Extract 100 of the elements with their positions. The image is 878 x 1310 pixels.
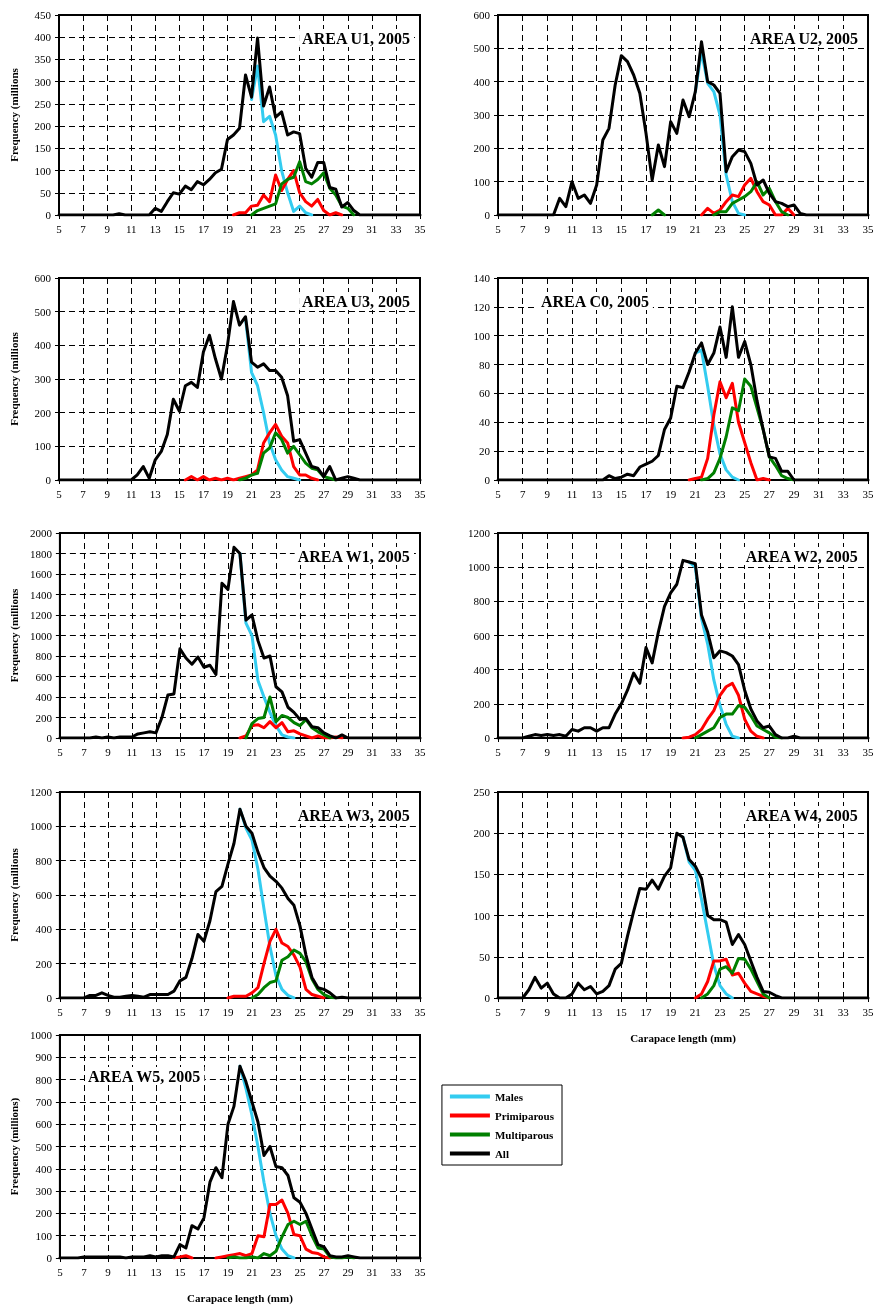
y-axis-title: Frequency (millions) — [7, 1097, 21, 1196]
x-tick-label: 11 — [126, 1005, 138, 1018]
y-tick-label: 0 — [484, 209, 491, 221]
x-axis-title: Carapace length (mm) — [187, 1291, 294, 1305]
x-tick-label: 31 — [813, 1005, 825, 1018]
y-tick-label: 0 — [484, 992, 491, 1004]
y-tick-label: 600 — [35, 670, 53, 683]
x-axis-title: Carapace length (mm) — [630, 1031, 737, 1045]
x-tick-label: 7 — [81, 745, 88, 758]
x-tick-label: 31 — [813, 487, 825, 500]
x-tick-label: 9 — [544, 745, 551, 758]
text: AREA U2, 2005 — [750, 29, 859, 47]
text: AREA U1, 2005 — [302, 29, 411, 47]
y-tick-label: 100 — [34, 164, 52, 177]
y-tick-label: 0 — [484, 732, 491, 744]
y-tick-label: 500 — [35, 1140, 53, 1153]
y-tick-label: 0 — [484, 474, 491, 486]
y-tick-label: 500 — [473, 42, 491, 55]
x-tick-label: 31 — [813, 745, 825, 758]
y-tick-label: 1000 — [29, 820, 53, 833]
x-tick-label: 25 — [294, 1005, 306, 1018]
x-tick-label: 21 — [689, 222, 701, 235]
x-tick-label: 33 — [390, 487, 402, 500]
y-tick-label: 1400 — [29, 588, 53, 601]
x-tick-label: 7 — [519, 745, 526, 758]
x-tick-label: 15 — [173, 222, 186, 235]
x-tick-label: 25 — [294, 745, 306, 758]
text: AREA W5, 2005 — [88, 1067, 201, 1085]
y-tick-label: 2000 — [29, 527, 53, 539]
x-tick-label: 11 — [566, 222, 578, 235]
x-tick-label: 17 — [197, 222, 210, 235]
x-tick-label: 9 — [544, 1005, 551, 1018]
x-tick-label: 27 — [318, 745, 330, 758]
x-tick-label: 27 — [763, 1005, 776, 1018]
y-tick-label: 1200 — [29, 609, 53, 621]
x-tick-label: 35 — [862, 222, 874, 235]
x-tick-label: 15 — [615, 222, 628, 235]
x-tick-label: 27 — [318, 1005, 330, 1018]
x-tick-label: 31 — [366, 1005, 378, 1018]
y-tick-label: 400 — [35, 923, 53, 936]
y-tick-label: 250 — [473, 786, 491, 798]
x-tick-label: 21 — [246, 1265, 258, 1278]
x-tick-label: 5 — [57, 1005, 64, 1018]
y-tick-label: 200 — [35, 957, 53, 970]
x-tick-label: 23 — [714, 745, 726, 758]
x-tick-label: 27 — [763, 745, 776, 758]
y-tick-label: 200 — [473, 697, 491, 710]
x-tick-label: 17 — [640, 222, 652, 235]
y-tick-label: 1000 — [468, 561, 491, 574]
x-tick-label: 19 — [665, 1005, 677, 1018]
y-axis-title: Frequency (millions — [7, 331, 21, 426]
x-tick-label: 29 — [342, 487, 354, 500]
x-tick-label: 13 — [150, 745, 162, 758]
y-tick-label: 0 — [46, 992, 53, 1004]
x-tick-label: 23 — [270, 745, 282, 758]
x-tick-label: 25 — [739, 487, 751, 500]
y-tick-label: 150 — [473, 868, 491, 881]
x-tick-label: 35 — [414, 487, 426, 500]
y-tick-label: 50 — [40, 186, 52, 199]
y-tick-label: 100 — [473, 175, 491, 188]
x-tick-label: 5 — [495, 222, 502, 235]
x-tick-label: 15 — [615, 745, 628, 758]
y-tick-label: 200 — [473, 827, 491, 840]
x-tick-label: 33 — [837, 222, 850, 235]
y-tick-label: 400 — [34, 339, 52, 352]
y-tick-label: 50 — [479, 950, 491, 963]
x-tick-label: 9 — [544, 222, 551, 235]
y-tick-label: 800 — [35, 854, 53, 867]
x-tick-label: 19 — [221, 487, 234, 500]
x-tick-label: 33 — [390, 1265, 402, 1278]
y-tick-label: 60 — [479, 387, 491, 400]
text: AREA U3, 2005 — [302, 292, 411, 310]
x-tick-label: 15 — [615, 487, 628, 500]
x-tick-label: 15 — [174, 745, 186, 758]
x-tick-label: 17 — [640, 487, 652, 500]
y-tick-label: 0 — [46, 732, 53, 744]
x-tick-label: 29 — [342, 222, 354, 235]
x-tick-label: 13 — [591, 1005, 603, 1018]
x-tick-label: 29 — [788, 745, 800, 758]
y-tick-label: 900 — [35, 1051, 53, 1064]
x-tick-label: 25 — [294, 222, 306, 235]
x-tick-label: 15 — [173, 487, 186, 500]
x-tick-label: 13 — [149, 487, 162, 500]
y-tick-label: 800 — [35, 1073, 53, 1086]
y-tick-label: 200 — [35, 1207, 53, 1220]
x-tick-label: 23 — [270, 487, 282, 500]
x-tick-label: 5 — [495, 1005, 502, 1018]
x-tick-label: 29 — [342, 1005, 354, 1018]
y-tick-label: 200 — [34, 406, 52, 419]
y-tick-label: 400 — [34, 31, 52, 44]
x-tick-label: 25 — [739, 1005, 751, 1018]
x-tick-label: 27 — [763, 222, 776, 235]
x-tick-label: 19 — [665, 222, 677, 235]
y-tick-label: 450 — [34, 9, 52, 21]
y-tick-label: 400 — [35, 1162, 53, 1175]
y-tick-label: 400 — [473, 663, 491, 676]
x-tick-label: 7 — [519, 487, 526, 500]
x-tick-label: 19 — [221, 222, 234, 235]
text: AREA W4, 2005 — [745, 806, 858, 824]
x-tick-label: 23 — [270, 1005, 282, 1018]
